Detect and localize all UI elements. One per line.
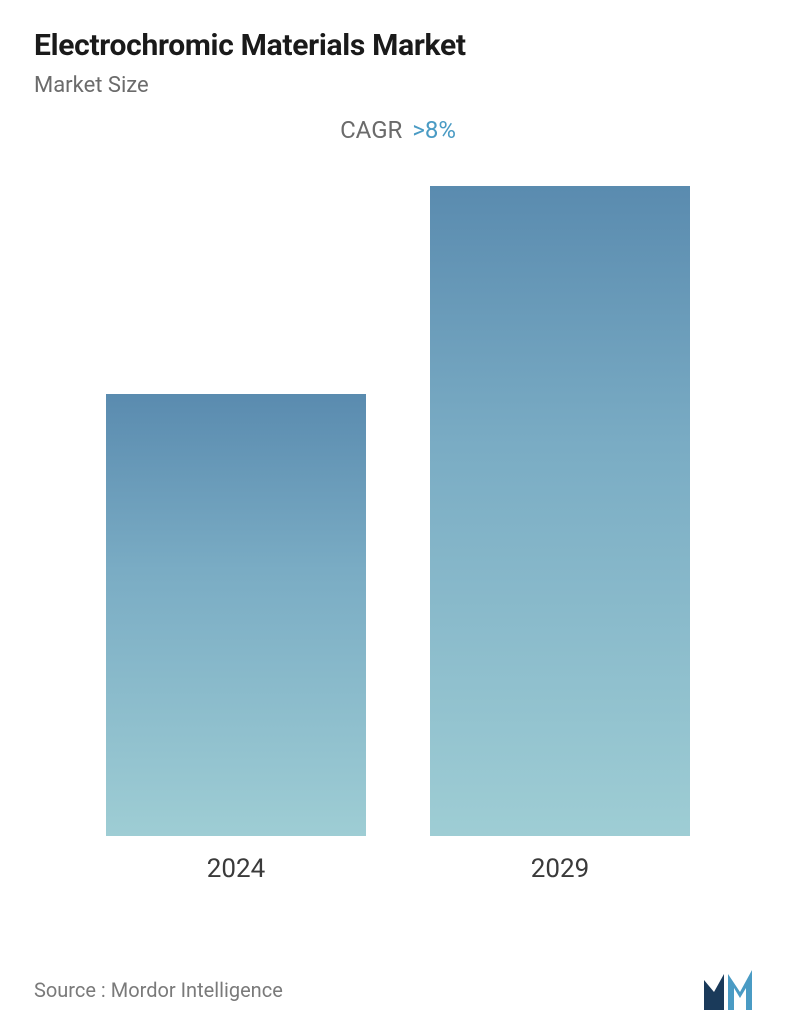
brand-logo-icon — [704, 970, 762, 1010]
cagr-label: CAGR — [340, 116, 402, 144]
source-text: Source : Mordor Intelligence — [34, 978, 283, 1002]
bar-0 — [106, 394, 366, 836]
bar-label-0: 2024 — [207, 854, 265, 884]
cagr-value: >8% — [412, 116, 456, 144]
chart-plot-area: 2024 2029 — [34, 184, 762, 884]
cagr-row: CAGR >8% — [34, 116, 762, 144]
chart-container: Electrochromic Materials Market Market S… — [0, 0, 796, 1034]
bar-label-1: 2029 — [531, 854, 589, 884]
chart-footer: Source : Mordor Intelligence — [34, 970, 762, 1010]
bar-group-0: 2024 — [106, 394, 366, 884]
chart-title: Electrochromic Materials Market — [34, 28, 762, 63]
bar-1 — [430, 186, 690, 836]
bar-group-1: 2029 — [430, 186, 690, 884]
chart-subtitle: Market Size — [34, 73, 762, 98]
